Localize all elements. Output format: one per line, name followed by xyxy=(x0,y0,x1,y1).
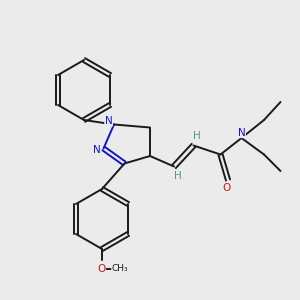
Text: O: O xyxy=(222,183,231,194)
Text: O: O xyxy=(97,264,106,274)
Text: N: N xyxy=(93,145,101,155)
Text: N: N xyxy=(238,128,245,138)
Text: N: N xyxy=(105,116,112,126)
Text: H: H xyxy=(174,171,182,181)
Text: CH₃: CH₃ xyxy=(112,264,128,273)
Text: H: H xyxy=(193,131,200,141)
